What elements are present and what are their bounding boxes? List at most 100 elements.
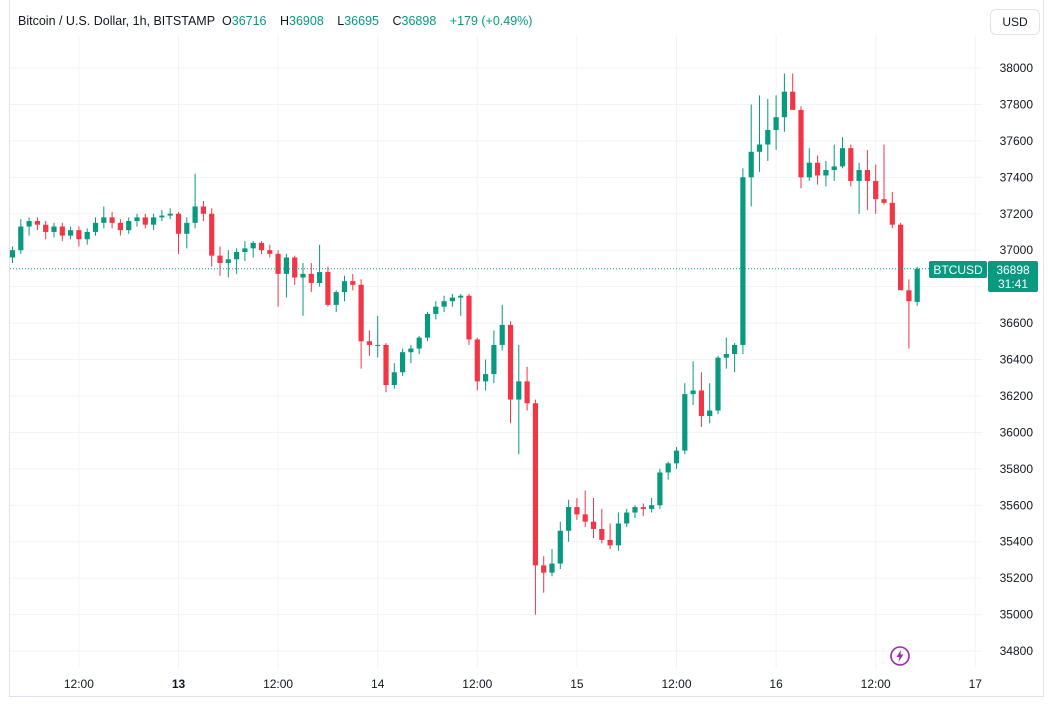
candle <box>856 162 862 214</box>
candle <box>234 248 240 274</box>
y-tick-label: 38000 <box>1000 61 1034 75</box>
symbol-title: Bitcoin / U.S. Dollar, 1h, BITSTAMP <box>18 14 216 28</box>
candle-body <box>864 170 870 181</box>
y-tick-label: 35600 <box>1000 498 1034 512</box>
candle-body <box>317 272 323 283</box>
candle <box>474 337 480 391</box>
candle <box>68 226 74 240</box>
candle <box>914 266 920 306</box>
candle-body <box>582 514 588 522</box>
candle-body <box>815 162 821 176</box>
candle-body <box>51 226 57 232</box>
candle <box>831 144 837 181</box>
candle-body <box>43 224 49 232</box>
low-key: L <box>337 14 345 28</box>
candle <box>748 104 754 207</box>
x-tick-label: 12:00 <box>462 677 492 691</box>
candle <box>773 95 779 150</box>
candle-body <box>441 301 447 307</box>
candle-body <box>873 180 879 200</box>
candle <box>673 446 680 469</box>
candle-body <box>424 313 431 338</box>
candle-body <box>84 231 90 240</box>
candle <box>84 228 90 245</box>
currency-button[interactable]: USD <box>990 9 1040 35</box>
candle <box>258 241 265 254</box>
candle <box>175 211 182 254</box>
candle-body <box>549 563 555 573</box>
x-tick-label: 12:00 <box>263 677 293 691</box>
candle-body <box>433 306 439 314</box>
lightning-bolt-icon[interactable] <box>890 646 910 666</box>
candle <box>898 222 904 291</box>
candle-body <box>466 295 472 340</box>
candle <box>599 508 605 544</box>
candle-body <box>665 463 671 473</box>
candle-body <box>682 394 688 451</box>
candle-body <box>449 297 455 302</box>
candle <box>159 210 165 222</box>
candle-body <box>333 292 339 305</box>
candle-body <box>350 281 356 285</box>
close-key: C <box>392 14 402 28</box>
price-axis[interactable]: 34800 35000 35200 35400 35600 35800 36000 36200… <box>1000 61 1034 658</box>
candle-body <box>200 206 206 214</box>
candle-body <box>9 250 16 258</box>
candle <box>134 213 140 227</box>
y-tick-label: 37800 <box>1000 97 1034 111</box>
candle <box>300 262 306 316</box>
candle <box>790 73 796 110</box>
candle-body <box>615 523 621 546</box>
candle <box>715 355 721 415</box>
high-value: 36908 <box>289 14 324 28</box>
candle-body <box>76 230 82 240</box>
candle <box>632 505 638 519</box>
candle-body <box>167 213 173 216</box>
candle-body <box>34 221 40 225</box>
candle <box>806 148 812 181</box>
y-tick-label: 35800 <box>1000 462 1034 476</box>
x-tick-label: 12:00 <box>661 677 691 691</box>
candle-body <box>250 242 256 249</box>
y-tick-label: 37200 <box>1000 207 1034 221</box>
candle-body <box>267 250 273 254</box>
close-value: 36898 <box>401 14 437 28</box>
candle <box>864 149 870 211</box>
chart-frame <box>9 0 1044 697</box>
price-change: +179 (+0.49%) <box>449 14 533 28</box>
candle-body <box>773 117 779 130</box>
candle-body <box>366 341 372 345</box>
candle <box>449 293 455 307</box>
candle-body <box>474 339 480 382</box>
candle-body <box>898 224 904 291</box>
candle <box>756 95 763 172</box>
candle-body <box>673 450 680 464</box>
candle <box>391 363 397 389</box>
price-label: BTCUSD 36898 31:41 <box>929 261 1038 292</box>
y-tick-label: 37600 <box>1000 134 1034 148</box>
candle <box>433 301 439 320</box>
candle-body <box>300 273 306 278</box>
y-tick-label: 35200 <box>1000 571 1034 585</box>
candle <box>184 217 190 249</box>
candle <box>375 315 381 358</box>
candle-body <box>126 221 132 231</box>
candle-body <box>566 507 572 531</box>
candle <box>441 295 447 313</box>
time-axis[interactable]: 12:00 13 12:00 14 12:00 15 12:00 16 12:00 17 <box>64 677 982 691</box>
last-price-label-bg <box>988 261 1038 292</box>
candle <box>723 337 729 369</box>
candle-body <box>59 226 65 236</box>
candle-body <box>765 129 771 145</box>
candle <box>317 244 323 287</box>
candle <box>18 219 24 254</box>
candle <box>126 217 132 234</box>
candle <box>151 213 157 231</box>
candle <box>541 556 547 593</box>
candle <box>507 321 514 424</box>
candle <box>350 273 356 291</box>
candle-body <box>358 284 364 342</box>
candle <box>657 468 663 509</box>
candle-body <box>458 295 464 298</box>
